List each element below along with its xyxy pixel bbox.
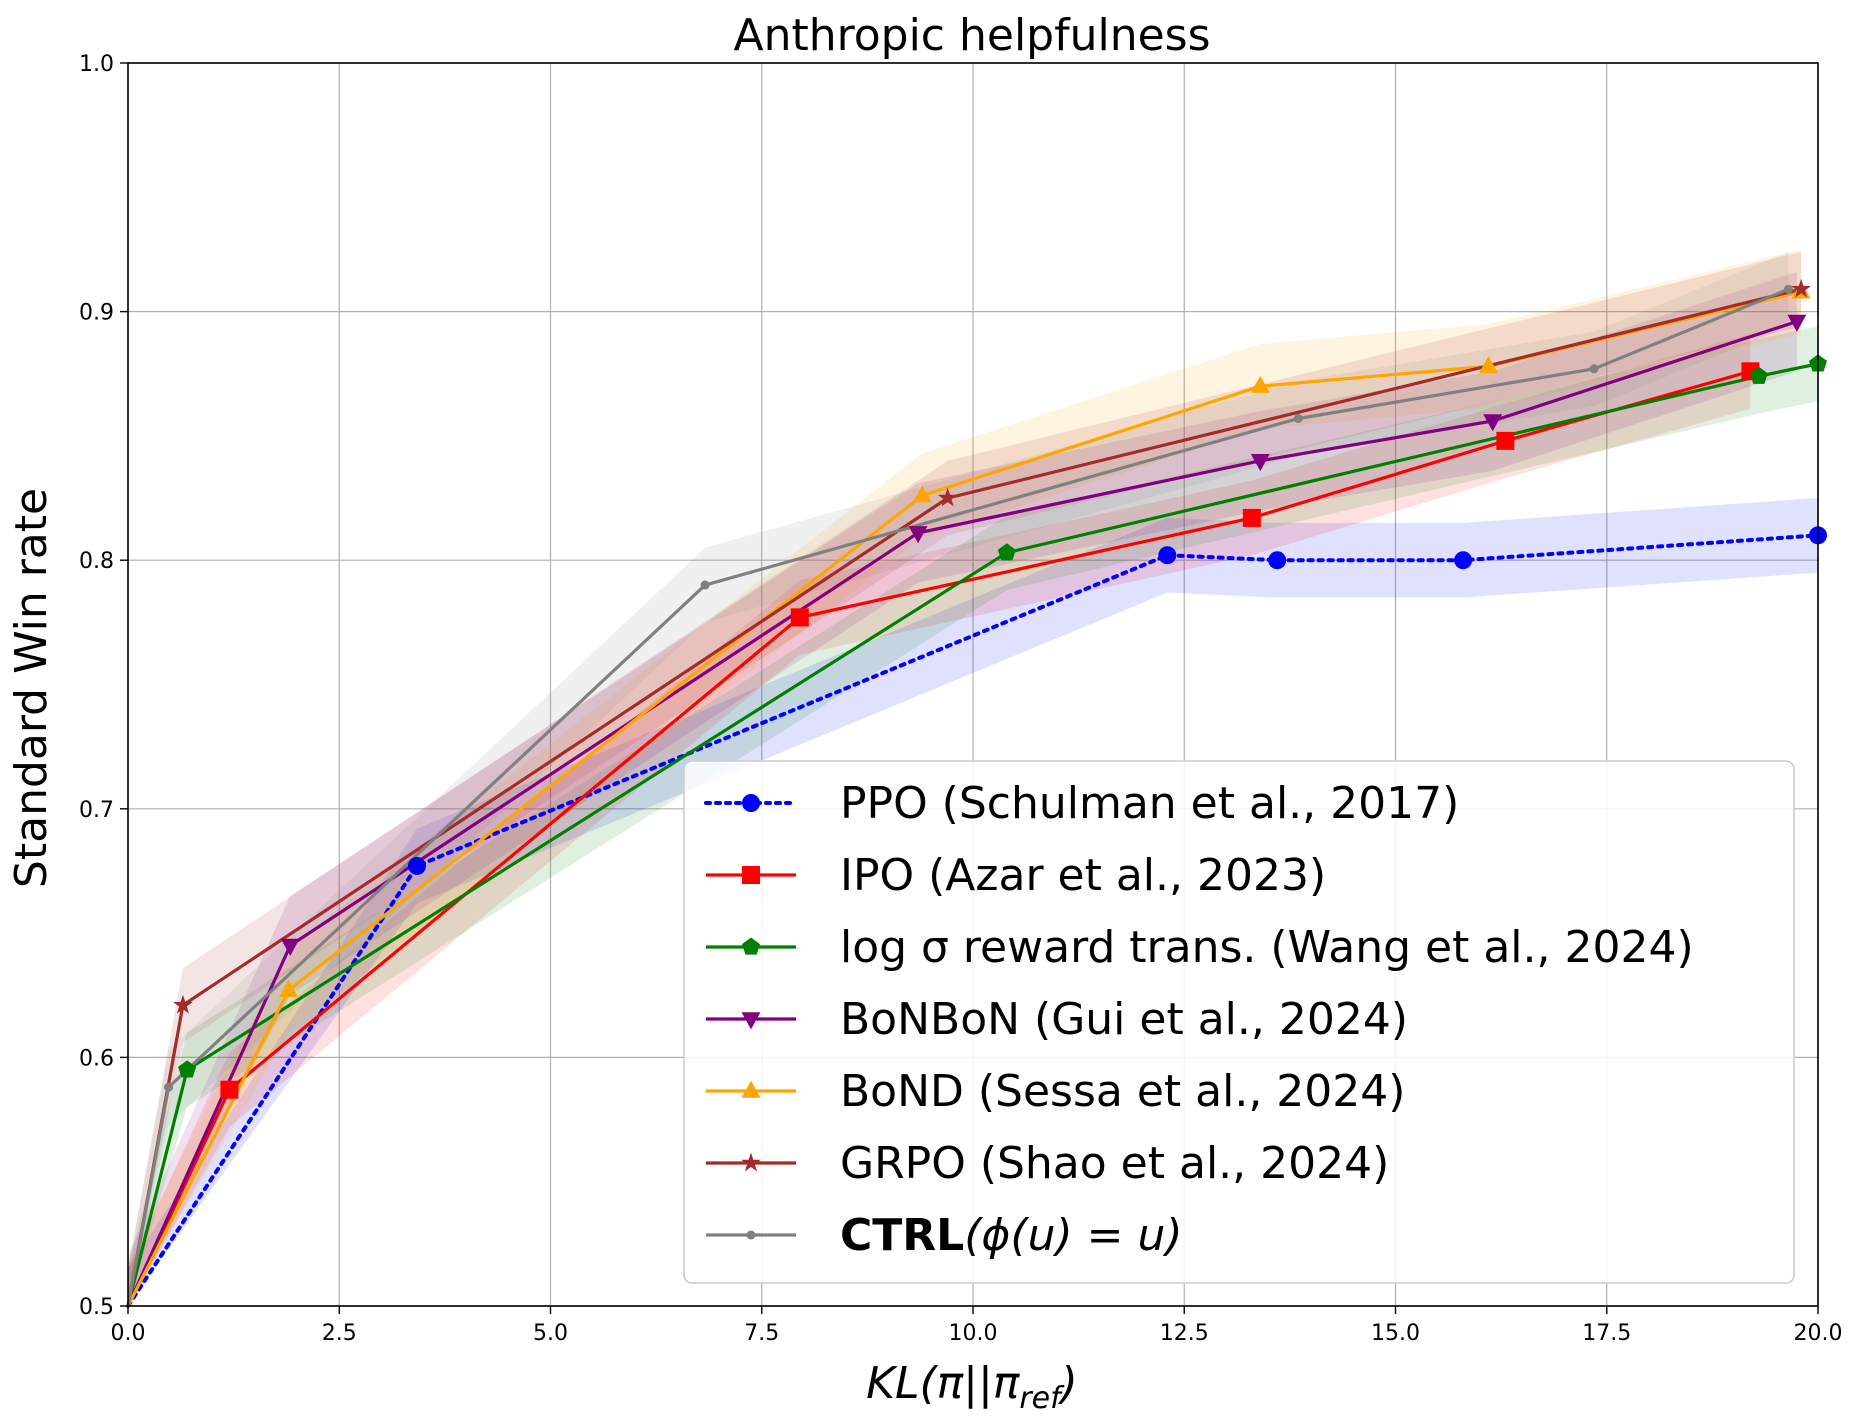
- data-point: [407, 856, 426, 875]
- x-axis-label: KL(π||πref): [866, 1358, 1078, 1416]
- data-point: [937, 487, 958, 507]
- data-point: [742, 937, 760, 955]
- y-tick-label: 0.8: [79, 549, 114, 574]
- data-point: [742, 794, 760, 812]
- x-tick-label: 17.5: [1582, 1321, 1631, 1346]
- data-point: [220, 1080, 239, 1099]
- confidence-band: [128, 251, 1802, 1306]
- confidence-band: [128, 249, 1802, 1306]
- x-tick-label: 5.0: [533, 1321, 568, 1346]
- data-point: [1749, 366, 1768, 384]
- tick-layer: 0.0 2.5 5.0 7.5 10.0 12.5 15.0 17.5 20.0 0.5 0.6 0.…: [79, 52, 1842, 1346]
- data-point: [173, 994, 193, 1014]
- data-point: [746, 1230, 756, 1240]
- data-point: [1787, 314, 1807, 332]
- data-point: [741, 1152, 761, 1172]
- legend-label: BoND (Sessa et al., 2024): [840, 1066, 1405, 1117]
- data-point: [1791, 278, 1811, 298]
- data-point: [279, 979, 298, 998]
- x-tick-label: 12.5: [1160, 1321, 1209, 1346]
- confidence-band: [128, 498, 1818, 1306]
- data-point: [1250, 375, 1270, 393]
- data-point: [280, 938, 300, 956]
- data-point: [1496, 431, 1515, 450]
- y-tick-label: 0.9: [79, 301, 114, 326]
- data-point: [1483, 414, 1503, 432]
- marker-layer: [164, 278, 1827, 1099]
- series-line: [126, 533, 1820, 1308]
- data-point: [997, 543, 1016, 561]
- x-tick-label: 20.0: [1794, 1321, 1843, 1346]
- data-point: [178, 1060, 197, 1078]
- y-tick-label: 0.7: [79, 798, 114, 823]
- legend-label: GRPO (Shao et al., 2024): [840, 1138, 1389, 1189]
- data-point: [742, 866, 760, 884]
- x-tick-label: 0.0: [111, 1321, 146, 1346]
- data-point: [1158, 546, 1177, 565]
- y-tick-label: 1.0: [79, 52, 114, 77]
- series-line: [126, 319, 1798, 1307]
- data-point: [1293, 413, 1303, 423]
- legend-label: IPO (Azar et al., 2023): [840, 850, 1326, 901]
- legend-label: log σ reward trans. (Wang et al., 2024): [840, 922, 1694, 973]
- series-line: [126, 369, 1751, 1307]
- x-tick-label: 7.5: [744, 1321, 779, 1346]
- data-point: [1783, 284, 1793, 294]
- data-point: [1268, 551, 1287, 570]
- data-point: [1479, 355, 1498, 374]
- data-point: [741, 1080, 761, 1098]
- data-point: [912, 485, 932, 503]
- data-point: [164, 1082, 174, 1092]
- series-line: [126, 287, 1790, 1307]
- chart-title: Anthropic helpfulness: [733, 10, 1210, 61]
- legend-label: CTRL(ϕ(u) = u): [840, 1210, 1183, 1261]
- legend-label: BoNBoN (Gui et al., 2024): [840, 994, 1408, 1045]
- data-point: [908, 526, 928, 544]
- data-point: [700, 580, 710, 590]
- legend-box: [683, 760, 1795, 1284]
- confidence-band: [128, 334, 1751, 1306]
- data-point: [790, 608, 809, 627]
- x-tick-label: 10.0: [949, 1321, 998, 1346]
- y-axis-label: Standard Win rate: [6, 488, 57, 888]
- y-tick-label: 0.6: [79, 1046, 114, 1071]
- data-point: [1250, 454, 1270, 472]
- x-tick-label: 2.5: [322, 1321, 357, 1346]
- data-point: [1242, 508, 1261, 527]
- legend-label: PPO (Schulman et al., 2017): [840, 778, 1459, 829]
- confidence-band: [128, 326, 1818, 1306]
- data-point: [741, 1012, 761, 1030]
- data-point: [1454, 551, 1473, 570]
- y-tick-label: 0.5: [79, 1295, 114, 1320]
- legend: PPO (Schulman et al., 2017) IPO (Azar et …: [683, 760, 1795, 1284]
- data-point: [1589, 364, 1599, 374]
- x-tick-label: 15.0: [1371, 1321, 1420, 1346]
